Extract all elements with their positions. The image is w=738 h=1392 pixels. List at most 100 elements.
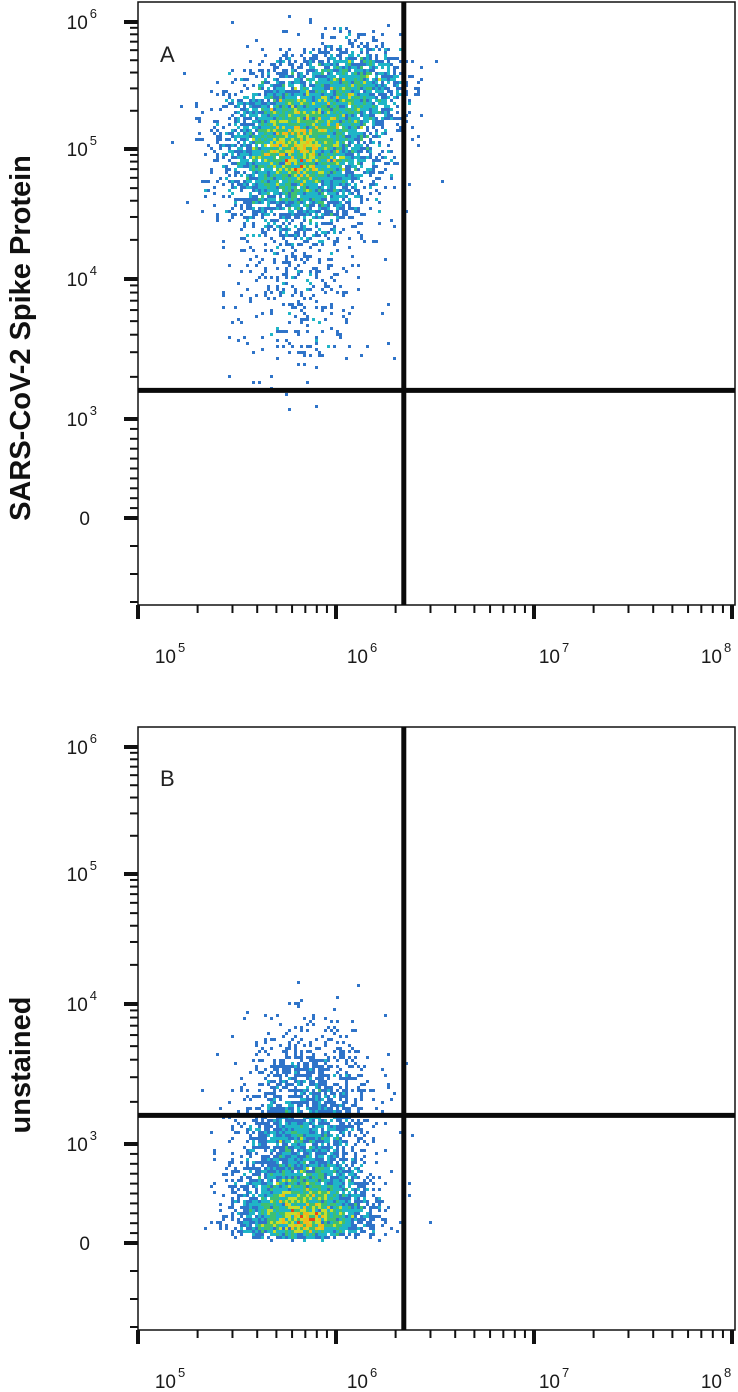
event-bin (321, 1224, 324, 1227)
event-bin (309, 270, 312, 273)
event-bin (294, 120, 297, 123)
event-bin (303, 1215, 306, 1218)
event-bin (333, 99, 336, 102)
event-bin (378, 141, 381, 144)
event-bin (375, 1200, 378, 1203)
event-bin (372, 81, 375, 84)
event-bin (336, 1125, 339, 1128)
event-bin (255, 1065, 258, 1068)
event-bin (342, 1167, 345, 1170)
event-bin (297, 1134, 300, 1137)
event-bin (405, 81, 408, 84)
event-bin (249, 1149, 252, 1152)
event-bin (252, 189, 255, 192)
event-bin (294, 1053, 297, 1056)
event-bin (378, 192, 381, 195)
event-bin (261, 126, 264, 129)
event-bin (264, 1038, 267, 1041)
event-bin (342, 1188, 345, 1191)
event-bin (300, 156, 303, 159)
event-bin (318, 1173, 321, 1176)
event-bin (378, 144, 381, 147)
event-bin (282, 102, 285, 105)
event-bin (252, 1230, 255, 1233)
event-bin (312, 1218, 315, 1221)
event-bin (369, 108, 372, 111)
event-bin (252, 213, 255, 216)
event-bin (243, 1200, 246, 1203)
event-bin (342, 147, 345, 150)
event-bin (396, 123, 399, 126)
event-bin (309, 1182, 312, 1185)
event-bin (384, 1122, 387, 1125)
event-bin (306, 1125, 309, 1128)
event-bin (333, 153, 336, 156)
event-bin (339, 1140, 342, 1143)
event-bin (249, 111, 252, 114)
event-bin (336, 1065, 339, 1068)
event-bin (219, 1224, 222, 1227)
event-bin (387, 96, 390, 99)
event-bin (345, 1110, 348, 1113)
event-bin (243, 186, 246, 189)
event-bin (246, 153, 249, 156)
event-bin (300, 1209, 303, 1212)
event-bin (318, 1074, 321, 1077)
event-bin (396, 90, 399, 93)
event-bin (309, 117, 312, 120)
event-bin (279, 1185, 282, 1188)
event-bin (201, 210, 204, 213)
event-bin (315, 72, 318, 75)
event-bin (210, 108, 213, 111)
event-bin (312, 1014, 315, 1017)
event-bin (252, 1137, 255, 1140)
event-bin (276, 1122, 279, 1125)
event-bin (285, 1101, 288, 1104)
event-bin (303, 75, 306, 78)
event-bin (258, 105, 261, 108)
event-bin (378, 1206, 381, 1209)
event-bin (288, 117, 291, 120)
event-bin (318, 159, 321, 162)
event-bin (324, 1119, 327, 1122)
event-bin (315, 405, 318, 408)
event-bin (195, 117, 198, 120)
event-bin (306, 228, 309, 231)
y-tick-label: 0 (79, 1234, 90, 1255)
event-bin (330, 1173, 333, 1176)
event-bin (300, 999, 303, 1002)
event-bin (303, 354, 306, 357)
event-bin (231, 1152, 234, 1155)
event-bin (282, 1167, 285, 1170)
event-bin (354, 1194, 357, 1197)
event-bin (270, 1110, 273, 1113)
event-bin (303, 1080, 306, 1083)
event-bin (312, 1083, 315, 1086)
event-bin (285, 138, 288, 141)
event-bin (279, 129, 282, 132)
event-bin (321, 123, 324, 126)
event-bin (372, 168, 375, 171)
event-bin (351, 105, 354, 108)
event-bin (357, 1107, 360, 1110)
event-bin (327, 177, 330, 180)
event-bin (351, 42, 354, 45)
event-bin (243, 180, 246, 183)
event-bin (318, 1176, 321, 1179)
event-bin (261, 192, 264, 195)
event-bin (273, 1158, 276, 1161)
event-bin (243, 117, 246, 120)
event-bin (249, 186, 252, 189)
event-bin (342, 1221, 345, 1224)
event-bin (246, 78, 249, 81)
event-bin (267, 1092, 270, 1095)
event-bin (348, 138, 351, 141)
event-bin (306, 189, 309, 192)
event-bin (276, 1158, 279, 1161)
event-bin (336, 216, 339, 219)
event-bin (258, 183, 261, 186)
event-bin (249, 246, 252, 249)
event-bin (348, 42, 351, 45)
event-bin (384, 87, 387, 90)
event-bin (306, 168, 309, 171)
